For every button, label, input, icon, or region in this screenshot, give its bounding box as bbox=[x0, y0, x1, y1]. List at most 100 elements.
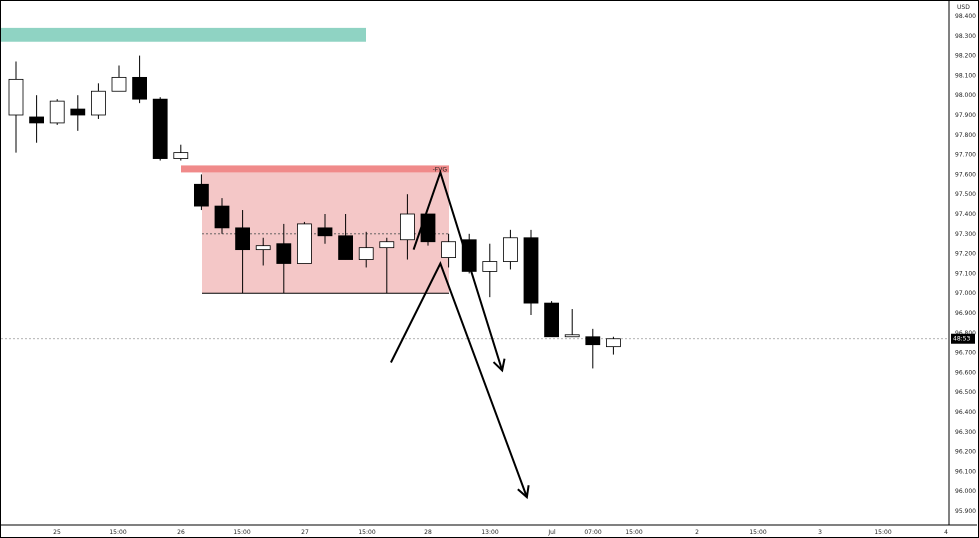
candle bbox=[502, 229, 518, 270]
y-tick-label: 97.100 bbox=[955, 270, 976, 277]
candle bbox=[29, 95, 45, 143]
candle bbox=[214, 198, 230, 234]
x-tick-label: 15:00 bbox=[358, 529, 375, 536]
candle-body-down bbox=[235, 227, 251, 251]
candle-body-up bbox=[173, 152, 189, 159]
candle bbox=[70, 95, 86, 131]
candle bbox=[606, 336, 621, 355]
candle-body-up bbox=[49, 100, 65, 124]
candle bbox=[420, 213, 436, 246]
supply-zone bbox=[1, 27, 366, 42]
candle-body-up bbox=[502, 237, 518, 262]
candle bbox=[296, 221, 312, 264]
y-tick-label: 96.600 bbox=[955, 369, 976, 376]
y-tick-label: 95.900 bbox=[955, 508, 976, 515]
candle-body-down bbox=[523, 237, 539, 304]
y-tick-label: 98.000 bbox=[955, 92, 976, 99]
candle bbox=[523, 229, 539, 315]
long-arrow bbox=[390, 260, 528, 498]
candle-body-down bbox=[585, 336, 601, 346]
candle-body-down bbox=[420, 213, 436, 243]
y-tick-label: 97.200 bbox=[955, 251, 976, 258]
candle bbox=[317, 214, 333, 244]
candle bbox=[358, 231, 374, 268]
fvg-label: -FVG bbox=[433, 166, 448, 173]
x-tick-label: 15:00 bbox=[625, 529, 642, 536]
current-price-badge bbox=[951, 333, 975, 344]
y-tick-label: 96.700 bbox=[955, 350, 976, 357]
candle bbox=[441, 233, 457, 268]
y-tick-label: 97.700 bbox=[955, 152, 976, 159]
y-tick-label: 97.300 bbox=[955, 231, 976, 238]
y-tick-label: 97.500 bbox=[955, 191, 976, 198]
candle-body-up bbox=[564, 334, 580, 338]
candle-body-down bbox=[214, 205, 230, 229]
x-tick-label: 15:00 bbox=[109, 529, 126, 536]
candle bbox=[8, 61, 24, 153]
candle bbox=[193, 174, 209, 211]
candle-body-up bbox=[111, 76, 127, 92]
candle bbox=[152, 97, 168, 161]
candle bbox=[235, 210, 251, 294]
candle bbox=[255, 237, 271, 266]
x-tick-label: 4 bbox=[944, 529, 948, 536]
candle-body-down bbox=[132, 76, 148, 100]
candle-body-up bbox=[255, 245, 271, 251]
candle bbox=[338, 214, 354, 260]
y-tick-label: 96.800 bbox=[955, 330, 976, 337]
x-tick-label: 15:00 bbox=[233, 529, 250, 536]
candle bbox=[564, 309, 580, 338]
y-tick-label: 98.200 bbox=[955, 53, 976, 60]
candle bbox=[399, 194, 415, 260]
short-arrow-head bbox=[492, 358, 506, 373]
y-tick-label: 97.800 bbox=[955, 132, 976, 139]
fvg-top-line bbox=[181, 165, 449, 173]
candle-body-up bbox=[482, 261, 498, 272]
x-tick-label: 15:00 bbox=[874, 529, 891, 536]
currency-label: USD bbox=[957, 4, 970, 11]
y-tick-label: 96.900 bbox=[955, 310, 976, 317]
candle bbox=[379, 237, 395, 294]
long-arrow-head bbox=[517, 485, 530, 500]
y-tick-label: 98.100 bbox=[955, 72, 976, 79]
short-arrow bbox=[412, 169, 504, 371]
x-tick-label: 15:00 bbox=[749, 529, 766, 536]
x-tick-label: 13:00 bbox=[481, 529, 498, 536]
candle-body-down bbox=[70, 108, 86, 116]
candle-body-up bbox=[441, 241, 457, 258]
x-tick-label: 27 bbox=[301, 529, 309, 536]
candle bbox=[111, 65, 127, 92]
candle bbox=[482, 243, 498, 298]
y-tick-label: 96.000 bbox=[955, 488, 976, 495]
x-tick-label: 26 bbox=[177, 529, 185, 536]
candle bbox=[173, 144, 189, 161]
x-tick-label: 07:00 bbox=[584, 529, 601, 536]
y-tick-label: 97.000 bbox=[955, 290, 976, 297]
candle bbox=[585, 328, 601, 369]
candle bbox=[461, 233, 477, 274]
current-price-label: 48:53 bbox=[953, 336, 970, 343]
candle-body-up bbox=[91, 90, 106, 116]
y-tick-label: 97.400 bbox=[955, 211, 976, 218]
y-tick-label: 97.600 bbox=[955, 171, 976, 178]
candle-body-down bbox=[317, 227, 333, 237]
x-tick-label: Jul bbox=[547, 529, 556, 536]
x-tick-label: 3 bbox=[818, 529, 822, 536]
y-tick-label: 98.300 bbox=[955, 33, 976, 40]
candle-body-up bbox=[358, 247, 374, 260]
candle-body-up bbox=[399, 213, 415, 241]
candle bbox=[132, 55, 148, 104]
candle-body-down bbox=[193, 183, 209, 207]
candle-body-up bbox=[379, 241, 395, 249]
y-tick-label: 98.400 bbox=[955, 13, 976, 20]
y-tick-label: 96.100 bbox=[955, 468, 976, 475]
candle-body-down bbox=[544, 302, 559, 338]
y-tick-label: 96.200 bbox=[955, 449, 976, 456]
y-tick-label: 96.400 bbox=[955, 409, 976, 416]
y-tick-label: 97.900 bbox=[955, 112, 976, 119]
candle-body-up bbox=[606, 338, 621, 348]
x-tick-label: 2 bbox=[695, 529, 699, 536]
candle bbox=[91, 83, 106, 119]
candle-body-down bbox=[461, 239, 477, 272]
